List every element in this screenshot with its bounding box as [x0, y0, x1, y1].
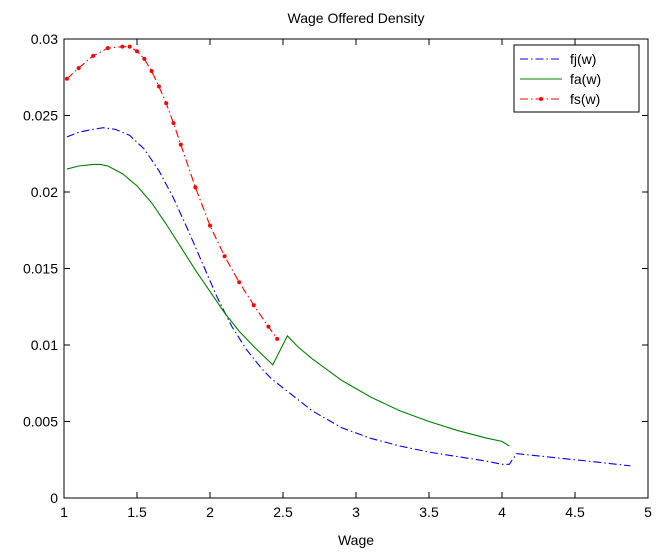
plot-area	[64, 44, 631, 467]
legend-swatch-marker	[539, 97, 543, 101]
series-point	[120, 44, 125, 49]
x-tick-label: 3.5	[419, 504, 439, 520]
y-tick-label: 0.01	[31, 337, 58, 353]
series-point	[156, 84, 161, 89]
x-tick-label: 2.5	[273, 504, 293, 520]
chart-title: Wage Offered Density	[288, 10, 425, 26]
series-point	[222, 254, 227, 259]
x-tick-label: 5	[644, 504, 652, 520]
series-point	[178, 142, 183, 147]
series-point	[135, 49, 139, 54]
x-tick-label: 4.5	[565, 504, 585, 520]
series-point	[76, 66, 81, 71]
series-point	[164, 101, 169, 106]
x-tick-label: 3	[352, 504, 360, 520]
legend-label: fa(w)	[570, 71, 601, 87]
series-point	[149, 69, 154, 74]
series-point	[266, 324, 271, 329]
series-point	[275, 336, 280, 341]
series-point	[105, 46, 110, 51]
series-point	[171, 121, 176, 126]
x-tick-label: 2	[206, 504, 214, 520]
legend-label: fs(w)	[570, 91, 600, 107]
y-tick-label: 0.015	[23, 261, 58, 277]
series-point	[91, 53, 96, 58]
series-point	[208, 223, 212, 228]
x-tick-label: 1.5	[127, 504, 147, 520]
series-line-2	[66, 46, 278, 340]
series-point	[127, 44, 132, 49]
y-tick-label: 0.03	[31, 31, 58, 47]
legend-label: fj(w)	[570, 51, 596, 67]
series-line-0	[66, 127, 631, 467]
series-point	[237, 280, 242, 285]
y-tick-label: 0.025	[23, 108, 58, 124]
y-tick-label: 0.005	[23, 414, 58, 430]
x-axis-label: Wage	[338, 532, 374, 548]
series-point	[251, 303, 256, 308]
series-point	[64, 76, 69, 81]
legend: fj(w) fa(w) fs(w)	[513, 44, 640, 113]
axis-ticks: 1 1.5 2 2.5 3 3.5 4 4.5 5 0 0.005 0.01 0.015 0.02 0.02…	[23, 31, 652, 520]
x-tick-label: 1	[60, 504, 68, 520]
x-tick-label: 4	[498, 504, 506, 520]
series-line-1	[66, 163, 510, 447]
y-tick-label: 0	[50, 490, 58, 506]
y-tick-label: 0.02	[31, 184, 58, 200]
series-point	[142, 56, 147, 61]
series-point	[193, 185, 198, 190]
